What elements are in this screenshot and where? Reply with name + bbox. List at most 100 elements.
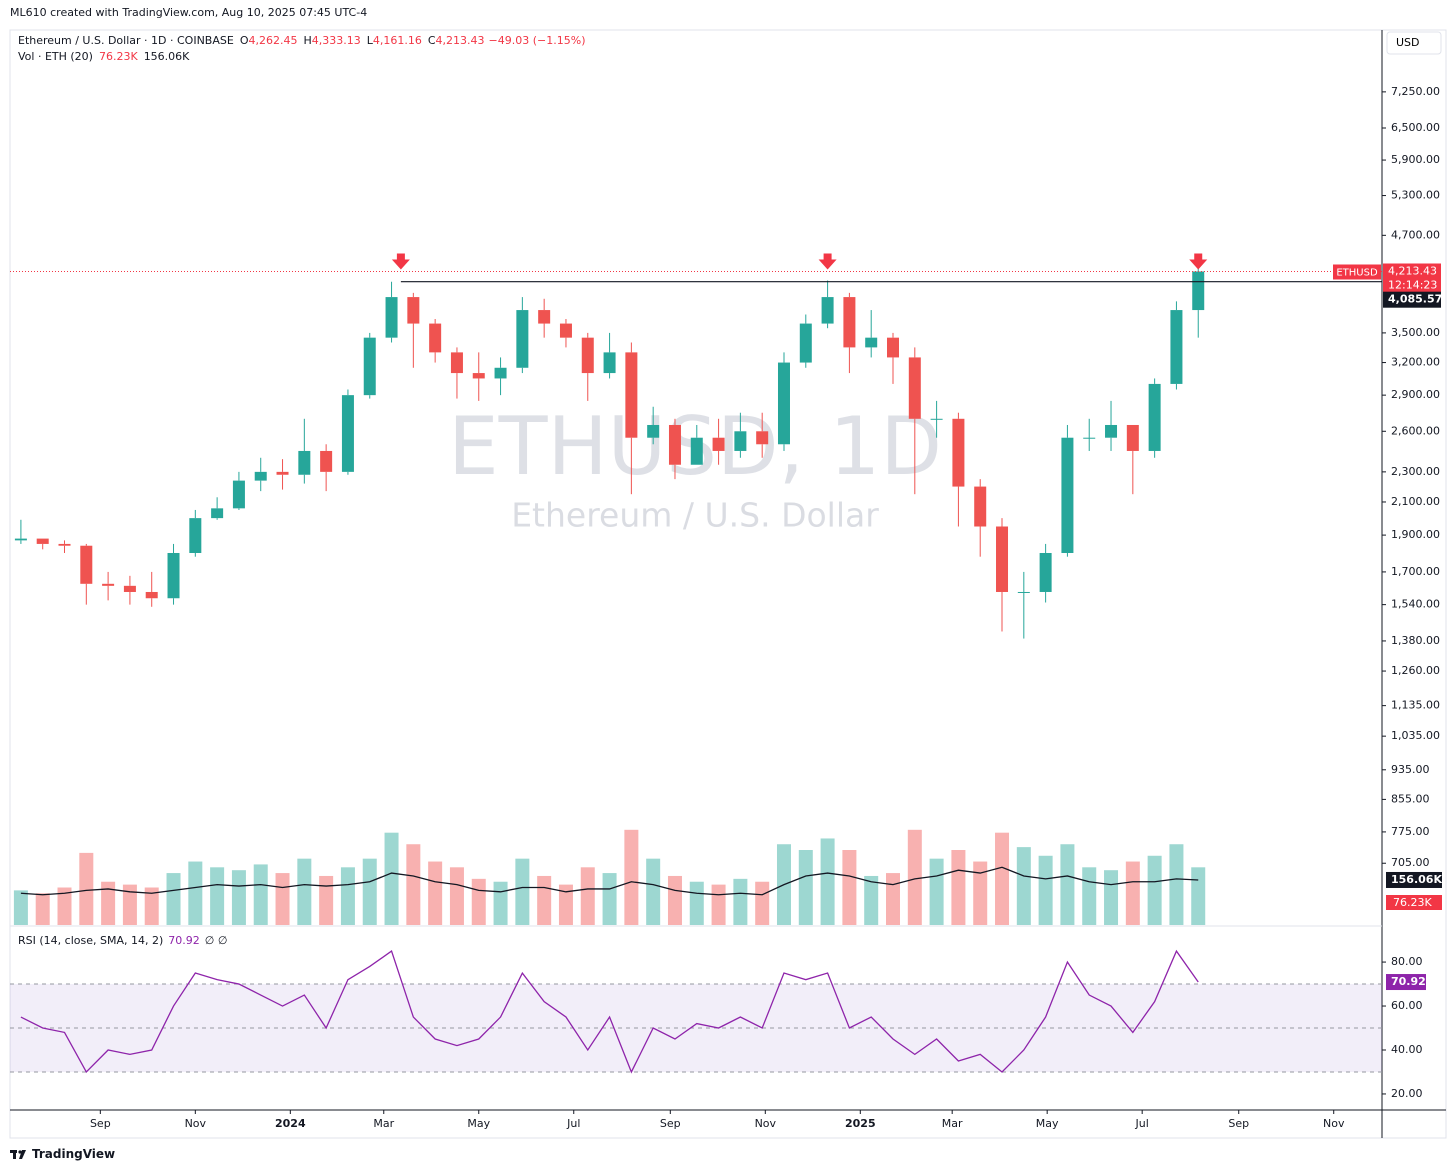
ohlc-label: L	[366, 34, 373, 47]
volume-bar	[951, 850, 966, 925]
volume-legend: Vol · ETH (20) 76.23K 156.06K	[18, 50, 189, 63]
y-tick-label: 1,540.00	[1391, 598, 1440, 611]
candle-body	[363, 337, 376, 396]
last-price-box	[1383, 263, 1441, 294]
volume-bar	[406, 844, 421, 925]
volume-bar	[1191, 867, 1206, 925]
symbol: Ethereum / U.S. Dollar · 1D · COINBASE	[18, 34, 234, 47]
rsi-y-tick-label: 20.00	[1391, 1087, 1423, 1100]
ohlc-label: C	[427, 34, 436, 47]
marker-arrow-stem	[396, 253, 405, 260]
watermark-sub: Ethereum / U.S. Dollar	[511, 496, 879, 535]
symbol-tag-text: ETHUSD	[1336, 267, 1378, 278]
volume-bar	[428, 861, 443, 925]
volume-bar	[558, 884, 573, 925]
y-tick-label: 1,260.00	[1391, 664, 1440, 677]
volume-bar	[362, 858, 377, 925]
y-tick-label: 775.00	[1391, 825, 1430, 838]
volume-bar	[493, 881, 508, 925]
candle-body	[865, 337, 878, 348]
x-tick-label: Sep	[90, 1117, 111, 1130]
ohlc-label: O	[239, 34, 249, 47]
y-tick-label: 2,100.00	[1391, 495, 1440, 508]
volume-bar	[1147, 855, 1162, 925]
ohlc-label: H	[303, 34, 312, 47]
candle-body	[276, 471, 289, 475]
candle-body	[320, 450, 333, 472]
x-tick-label: Sep	[1228, 1117, 1249, 1130]
volume-bar	[144, 887, 159, 925]
x-tick-label: Nov	[1323, 1117, 1345, 1130]
y-tick-label: 5,300.00	[1391, 189, 1440, 202]
y-tick-label: 855.00	[1391, 792, 1430, 805]
x-tick-label: Sep	[660, 1117, 681, 1130]
y-tick-label: 705.00	[1391, 856, 1430, 869]
currency-box[interactable]	[1386, 31, 1442, 55]
x-tick-label: Jul	[566, 1117, 580, 1130]
volume-bar	[188, 861, 203, 925]
volume-bar	[166, 873, 181, 925]
candle-body	[1061, 437, 1074, 553]
y-tick-label: 2,600.00	[1391, 424, 1440, 437]
volume-bar	[733, 878, 748, 925]
volume-bar	[689, 881, 704, 925]
volume-bar	[449, 867, 464, 925]
volume-bar	[1125, 861, 1140, 925]
volume-bar	[122, 884, 137, 925]
ohlc-value: 4,161.16	[372, 34, 422, 47]
volume-bar	[907, 829, 922, 925]
candle-body	[1017, 591, 1030, 593]
rsi-value-label: 70.92	[1391, 975, 1426, 988]
candle-body	[974, 486, 987, 527]
candle-body	[341, 395, 354, 472]
x-tick-label: May	[1036, 1117, 1059, 1130]
x-tick-label: Mar	[373, 1117, 394, 1130]
resistance-box	[1383, 291, 1441, 308]
candle-body	[538, 310, 551, 324]
x-tick-label: Nov	[185, 1117, 207, 1130]
candle-body	[429, 323, 442, 353]
volume-ma-box	[1386, 871, 1442, 888]
last-price-label: 4,213.43	[1388, 264, 1437, 277]
candle-body	[603, 352, 616, 374]
candle-body	[930, 418, 943, 420]
candle-body	[450, 352, 463, 374]
ohlc-value: 4,213.43	[435, 34, 485, 47]
y-tick-label: 7,250.00	[1391, 85, 1440, 98]
candle-body	[821, 297, 834, 324]
volume-bar	[13, 890, 28, 925]
rsi-title: RSI (14, close, SMA, 14, 2) 70.92 ∅ ∅	[18, 934, 227, 947]
volume-bar	[1016, 847, 1031, 925]
candle-body	[559, 323, 572, 338]
symbol-tag	[1333, 264, 1381, 280]
x-tick-label: Jul	[1135, 1117, 1149, 1130]
volume-bar	[79, 852, 94, 925]
x-tick-label: 2025	[845, 1117, 876, 1130]
rsi-value-box	[1386, 974, 1426, 991]
volume-name: Vol · ETH (20)	[18, 50, 93, 63]
volume-box	[1386, 895, 1442, 910]
y-tick-label: 2,300.00	[1391, 465, 1440, 478]
resistance-label: 4,085.57	[1388, 293, 1442, 306]
volume-bar	[602, 873, 617, 925]
rsi-title-value: 70.92	[168, 934, 200, 947]
volume-bar	[864, 875, 879, 925]
volume-label: 76.23K	[1393, 896, 1432, 909]
ohlc-value: 4,333.13	[311, 34, 361, 47]
y-tick-label: 3,200.00	[1391, 356, 1440, 369]
y-tick-label: 2,900.00	[1391, 388, 1440, 401]
volume-bar	[319, 875, 334, 925]
volume-bar	[210, 867, 225, 925]
candle-body	[668, 424, 681, 465]
volume-bar	[711, 884, 726, 925]
candle-body	[777, 362, 790, 445]
rsi-flags: ∅ ∅	[205, 934, 228, 947]
rsi-line	[20, 949, 1199, 1074]
volume-bar	[1169, 844, 1184, 925]
volume-bar	[646, 858, 661, 925]
candle-body	[254, 471, 267, 481]
candle-body	[123, 585, 136, 592]
candle-body	[1148, 383, 1161, 451]
volume-bar	[471, 878, 486, 925]
brand: TradingView	[32, 1147, 116, 1161]
